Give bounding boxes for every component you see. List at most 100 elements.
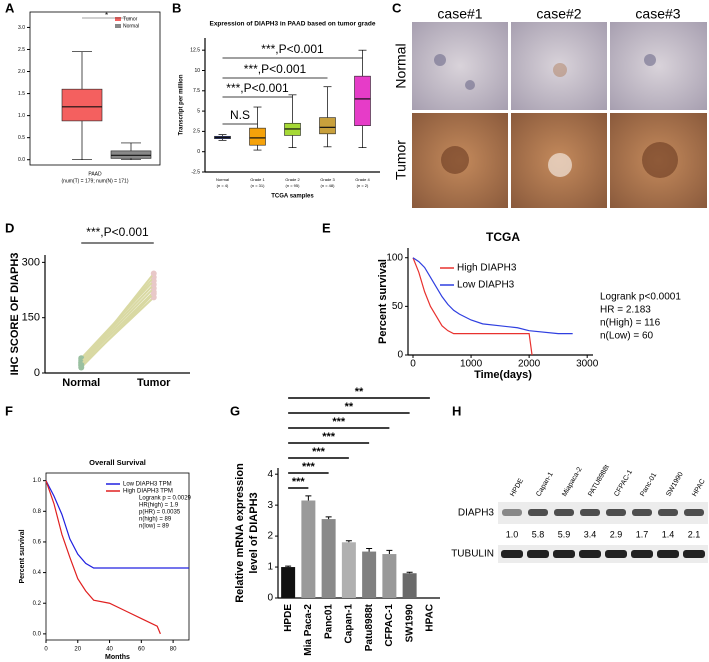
error-bar: [386, 549, 393, 555]
x-tick-label: Grade 2: [285, 177, 300, 182]
x-tick-note: (n = 2): [357, 183, 369, 188]
y-tick-label: 4: [267, 469, 273, 480]
x-tick-label: Tumor: [137, 377, 171, 389]
annotation: ***: [312, 446, 326, 458]
paired-line: [80, 272, 155, 366]
x-axis-label: Time(days): [474, 369, 532, 381]
error-bar: [406, 571, 413, 574]
band: [579, 550, 601, 558]
x-tick-label: Grade 4: [355, 177, 370, 182]
survival-curve: [45, 480, 161, 635]
annotation: N.S: [230, 108, 250, 122]
point: [150, 270, 157, 277]
case-label: case#1: [437, 6, 482, 22]
y-tick-label: 50: [392, 301, 404, 312]
band: [606, 509, 626, 516]
photo: [610, 22, 707, 110]
y-tick-label: 0.2: [33, 601, 42, 607]
ratio-label: 2.9: [610, 529, 623, 539]
legend-label: Low DIAPH3: [457, 280, 515, 291]
blot: [498, 502, 708, 524]
error-bar: [345, 540, 352, 543]
error-bar: [325, 516, 332, 520]
x-tick-label: 60: [138, 647, 145, 653]
chart-title: Expression of DIAPH3 in PAAD based on tu…: [209, 21, 375, 28]
box: [61, 88, 103, 122]
band: [684, 509, 704, 516]
annotation: n(Low) = 60: [600, 331, 654, 342]
x-tick-label: 0: [44, 647, 48, 653]
annotation: **: [345, 401, 354, 413]
point: [78, 361, 85, 368]
band: [501, 550, 523, 558]
x-axis-label: Months: [105, 654, 130, 661]
lane-label: PATU8988t: [587, 464, 611, 498]
panel-label: A: [5, 0, 15, 15]
annotation: Logrank p = 0.0029: [139, 496, 192, 502]
annotation: HR(high) = 1.9: [139, 503, 179, 509]
x-tick-label: Normal: [216, 177, 229, 182]
y-axis-label: IHC SCORE OF DIAPH3: [9, 253, 21, 376]
y-tick-label: 2.5: [193, 129, 200, 135]
y-axis-label: Transcript per million: [179, 74, 185, 135]
band: [528, 509, 548, 516]
survival-curve: [45, 480, 189, 569]
y-tick-label: 0: [267, 593, 273, 604]
band: [631, 550, 653, 558]
y-tick-label: 0.8: [33, 509, 42, 515]
annotation: ***: [332, 416, 346, 428]
x-tick-label: 2000: [518, 359, 541, 370]
cell: [644, 54, 656, 66]
x-tick-note: (n = 31): [251, 183, 266, 188]
paired-line: [80, 291, 155, 365]
annotation: *: [105, 11, 108, 20]
x-tick-label: Panc01: [323, 604, 334, 639]
y-tick-label: 1: [267, 562, 273, 573]
panel-label: H: [452, 403, 461, 418]
x-tick-label: Capan-1: [344, 604, 355, 644]
x-axis-label: TCGA samples: [271, 194, 314, 200]
band: [580, 509, 600, 516]
legend-swatch: [115, 24, 121, 28]
ihc-images: [412, 22, 707, 208]
band: [632, 509, 652, 516]
legend-label: Normal: [123, 23, 139, 29]
y-tick-label: 1.0: [33, 478, 42, 484]
band: [553, 550, 575, 558]
legend-swatch: [115, 17, 121, 21]
y-tick-label: 2: [267, 531, 273, 542]
bar: [402, 573, 417, 598]
case-label: case#2: [536, 6, 581, 22]
annotation: n(high) = 89: [139, 517, 172, 523]
annotation: ***,P<0.001: [226, 81, 289, 95]
ratio-label: 1.0: [506, 529, 519, 539]
bar: [341, 542, 356, 598]
ratio-label: 1.7: [636, 529, 649, 539]
bar: [382, 554, 397, 598]
x-tick-label: Patu8988t: [364, 603, 375, 651]
y-tick-label: 0: [34, 367, 40, 379]
survival-curve: [412, 257, 533, 356]
cell: [553, 63, 567, 77]
y-axis-label: Relative mRNA expression: [234, 463, 246, 603]
y-tick-label: 0: [197, 149, 200, 155]
y-axis-label: Percent survival: [19, 529, 26, 583]
band: [502, 509, 522, 516]
y-tick-label: 100: [386, 252, 403, 263]
x-tick-label: Normal: [62, 377, 100, 389]
x-tick-note: (n = 4): [217, 183, 229, 188]
panel-label: B: [172, 0, 181, 15]
x-tick-label: 80: [170, 647, 177, 653]
y-tick-label: 5: [197, 108, 200, 114]
chart-title: TCGA: [486, 230, 520, 244]
panel-label: G: [230, 403, 240, 418]
ratio-label: 2.1: [688, 529, 701, 539]
survival-curve: [412, 257, 573, 335]
lane-label: HPDE: [509, 477, 525, 498]
blot: [498, 545, 708, 563]
lane-label: Capan-1: [535, 471, 555, 498]
y-tick-label: 0.0: [33, 631, 42, 637]
lane-label: Miapaca-2: [561, 466, 583, 498]
band: [554, 509, 574, 516]
lane-label: Panc-01: [639, 472, 658, 498]
